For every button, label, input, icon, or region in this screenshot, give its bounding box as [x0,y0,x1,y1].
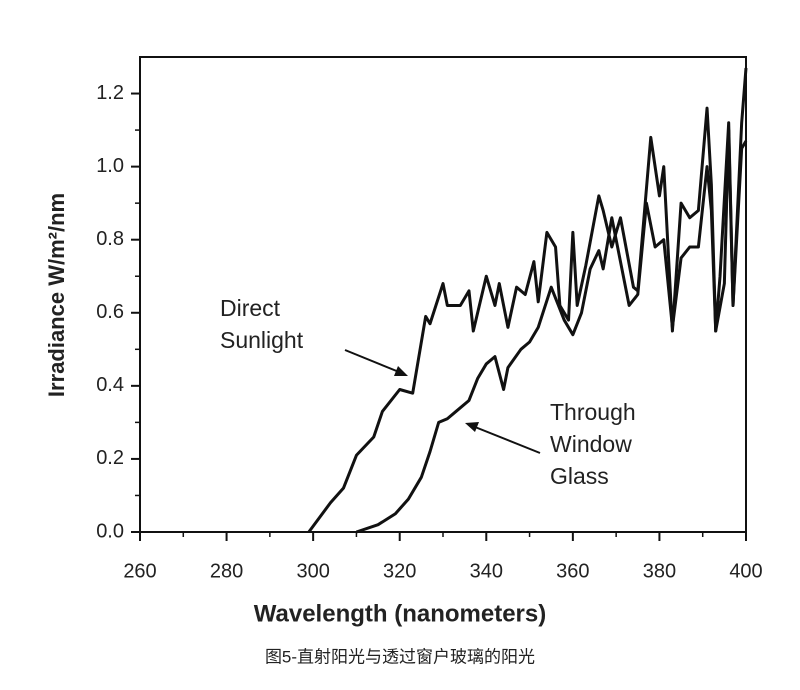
annotation: Sunlight [220,327,304,353]
line-series [307,67,748,533]
x-tick-label: 300 [296,560,329,582]
y-axis-label: Irradiance W/m²/nm [44,193,69,397]
y-tick-label: 0.6 [96,301,124,323]
line-series [355,128,748,534]
arrow [344,349,408,376]
y-tick-label: 0.0 [96,520,124,542]
annotation: Window [550,431,632,457]
caption: 图5-直射阳光与透过窗户玻璃的阳光 [265,647,535,666]
x-tick-label: 380 [643,560,676,582]
y-tick-label: 1.2 [96,82,124,104]
x-tick-label: 280 [210,560,243,582]
annotation: Direct [220,295,281,321]
x-axis-label: Wavelength (nanometers) [254,600,547,627]
annotation: Glass [550,463,609,489]
x-tick-label: 320 [383,560,416,582]
y-tick-label: 0.8 [96,228,124,250]
y-tick-label: 0.2 [96,447,124,469]
y-tick-label: 1.0 [96,155,124,177]
x-tick-label: 400 [729,560,762,582]
x-tick-label: 340 [470,560,503,582]
y-tick-label: 0.4 [96,374,124,396]
x-tick-label: 260 [123,560,156,582]
x-tick-label: 360 [556,560,589,582]
annotation: Through [550,399,636,425]
arrow [465,422,541,454]
